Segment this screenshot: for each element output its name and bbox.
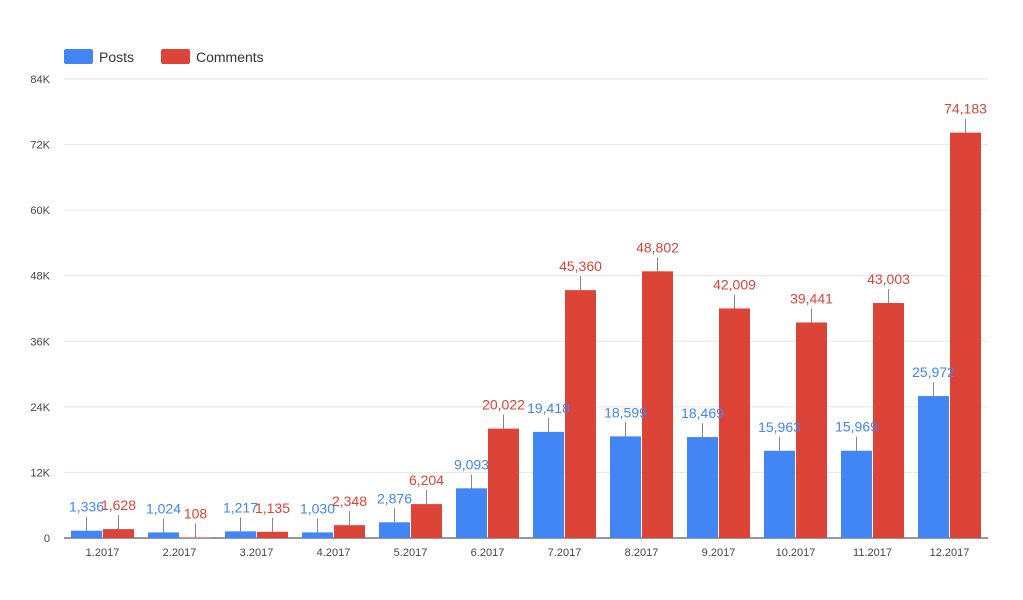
- comments-bar[interactable]: [873, 303, 904, 538]
- x-tick-label: 3.2017: [240, 547, 274, 559]
- x-tick-label: 1.2017: [86, 547, 120, 559]
- x-axis: 1.2017 2.2017 3.2017 4.2017 5.2017 6.2017 7.20…: [86, 547, 970, 559]
- x-tick-label: 10.2017: [776, 547, 816, 559]
- legend-item-posts[interactable]: Posts: [64, 49, 134, 65]
- comments-value-label: 2,348: [332, 493, 367, 509]
- x-tick-label: 11.2017: [853, 547, 892, 559]
- posts-bar[interactable]: [71, 530, 102, 538]
- posts-bar[interactable]: [918, 396, 949, 538]
- comments-bar[interactable]: [719, 308, 750, 538]
- legend-item-comments[interactable]: Comments: [161, 49, 264, 65]
- y-tick-label: 24K: [30, 402, 50, 414]
- comments-bar[interactable]: [180, 537, 211, 538]
- posts-bar[interactable]: [533, 431, 564, 538]
- comments-value-label: 6,204: [409, 472, 444, 488]
- legend-label: Comments: [196, 49, 264, 65]
- legend-label: Posts: [99, 49, 134, 65]
- comments-bar[interactable]: [257, 531, 288, 538]
- comments-value-label: 39,441: [790, 290, 833, 306]
- comments-bar[interactable]: [103, 529, 134, 538]
- comments-value-label: 48,802: [636, 239, 679, 255]
- posts-value-label: 1,024: [146, 500, 181, 516]
- x-tick-label: 9.2017: [702, 547, 736, 559]
- x-tick-label: 6.2017: [471, 547, 505, 559]
- posts-bar[interactable]: [610, 436, 641, 538]
- bars: [71, 132, 981, 539]
- y-axis: 0 12K 24K 36K 48K 60K 72K 84K: [30, 74, 50, 545]
- grid-lines: [64, 78, 988, 539]
- comments-value-label: 1,135: [255, 500, 290, 516]
- posts-bar[interactable]: [764, 450, 795, 538]
- y-tick-label: 48K: [30, 271, 50, 283]
- legend-swatch: [64, 49, 93, 64]
- comments-bar[interactable]: [796, 322, 827, 538]
- posts-value-label: 2,876: [377, 490, 412, 506]
- comments-value-label: 43,003: [867, 271, 910, 287]
- comments-bar[interactable]: [488, 428, 519, 538]
- posts-bar[interactable]: [379, 522, 410, 538]
- comments-bar[interactable]: [950, 132, 981, 539]
- posts-value-label: 15,969: [835, 419, 878, 435]
- y-tick-label: 12K: [30, 467, 50, 479]
- y-tick-label: 36K: [30, 336, 50, 348]
- posts-value-label: 1,217: [223, 499, 258, 515]
- y-tick-label: 60K: [30, 205, 50, 217]
- posts-value-label: 18,599: [604, 404, 647, 420]
- posts-value-label: 18,469: [681, 405, 724, 421]
- posts-bar[interactable]: [148, 532, 179, 538]
- posts-bar[interactable]: [456, 488, 487, 538]
- posts-value-label: 19,418: [527, 400, 570, 416]
- comments-value-label: 42,009: [713, 276, 756, 292]
- x-tick-label: 2.2017: [163, 547, 197, 559]
- posts-bar[interactable]: [225, 531, 256, 538]
- comments-bar[interactable]: [334, 525, 365, 538]
- posts-bar[interactable]: [841, 450, 872, 538]
- legend-swatch: [161, 49, 190, 64]
- y-tick-label: 0: [44, 533, 50, 545]
- y-tick-label: 72K: [30, 140, 50, 152]
- posts-value-label: 1,336: [69, 499, 104, 515]
- posts-bar[interactable]: [302, 532, 333, 538]
- posts-value-label: 1,030: [300, 500, 335, 516]
- comments-value-label: 74,183: [944, 101, 987, 117]
- comments-value-label: 1,628: [101, 497, 136, 513]
- x-tick-label: 5.2017: [394, 547, 428, 559]
- x-tick-label: 7.2017: [548, 547, 582, 559]
- posts-value-label: 9,093: [454, 456, 489, 472]
- comments-value-label: 108: [184, 505, 208, 521]
- comments-bar[interactable]: [411, 504, 442, 538]
- y-tick-label: 84K: [30, 74, 50, 86]
- x-tick-label: 12.2017: [930, 547, 970, 559]
- posts-value-label: 15,963: [758, 419, 801, 435]
- comments-bar[interactable]: [565, 290, 596, 538]
- x-tick-label: 4.2017: [317, 547, 351, 559]
- comments-value-label: 45,360: [559, 258, 602, 274]
- posts-value-label: 25,972: [912, 364, 955, 380]
- posts-bar[interactable]: [687, 437, 718, 538]
- comments-value-label: 20,022: [482, 397, 525, 413]
- x-tick-label: 8.2017: [625, 547, 659, 559]
- comments-bar[interactable]: [642, 271, 673, 538]
- legend[interactable]: Posts Comments: [64, 49, 264, 65]
